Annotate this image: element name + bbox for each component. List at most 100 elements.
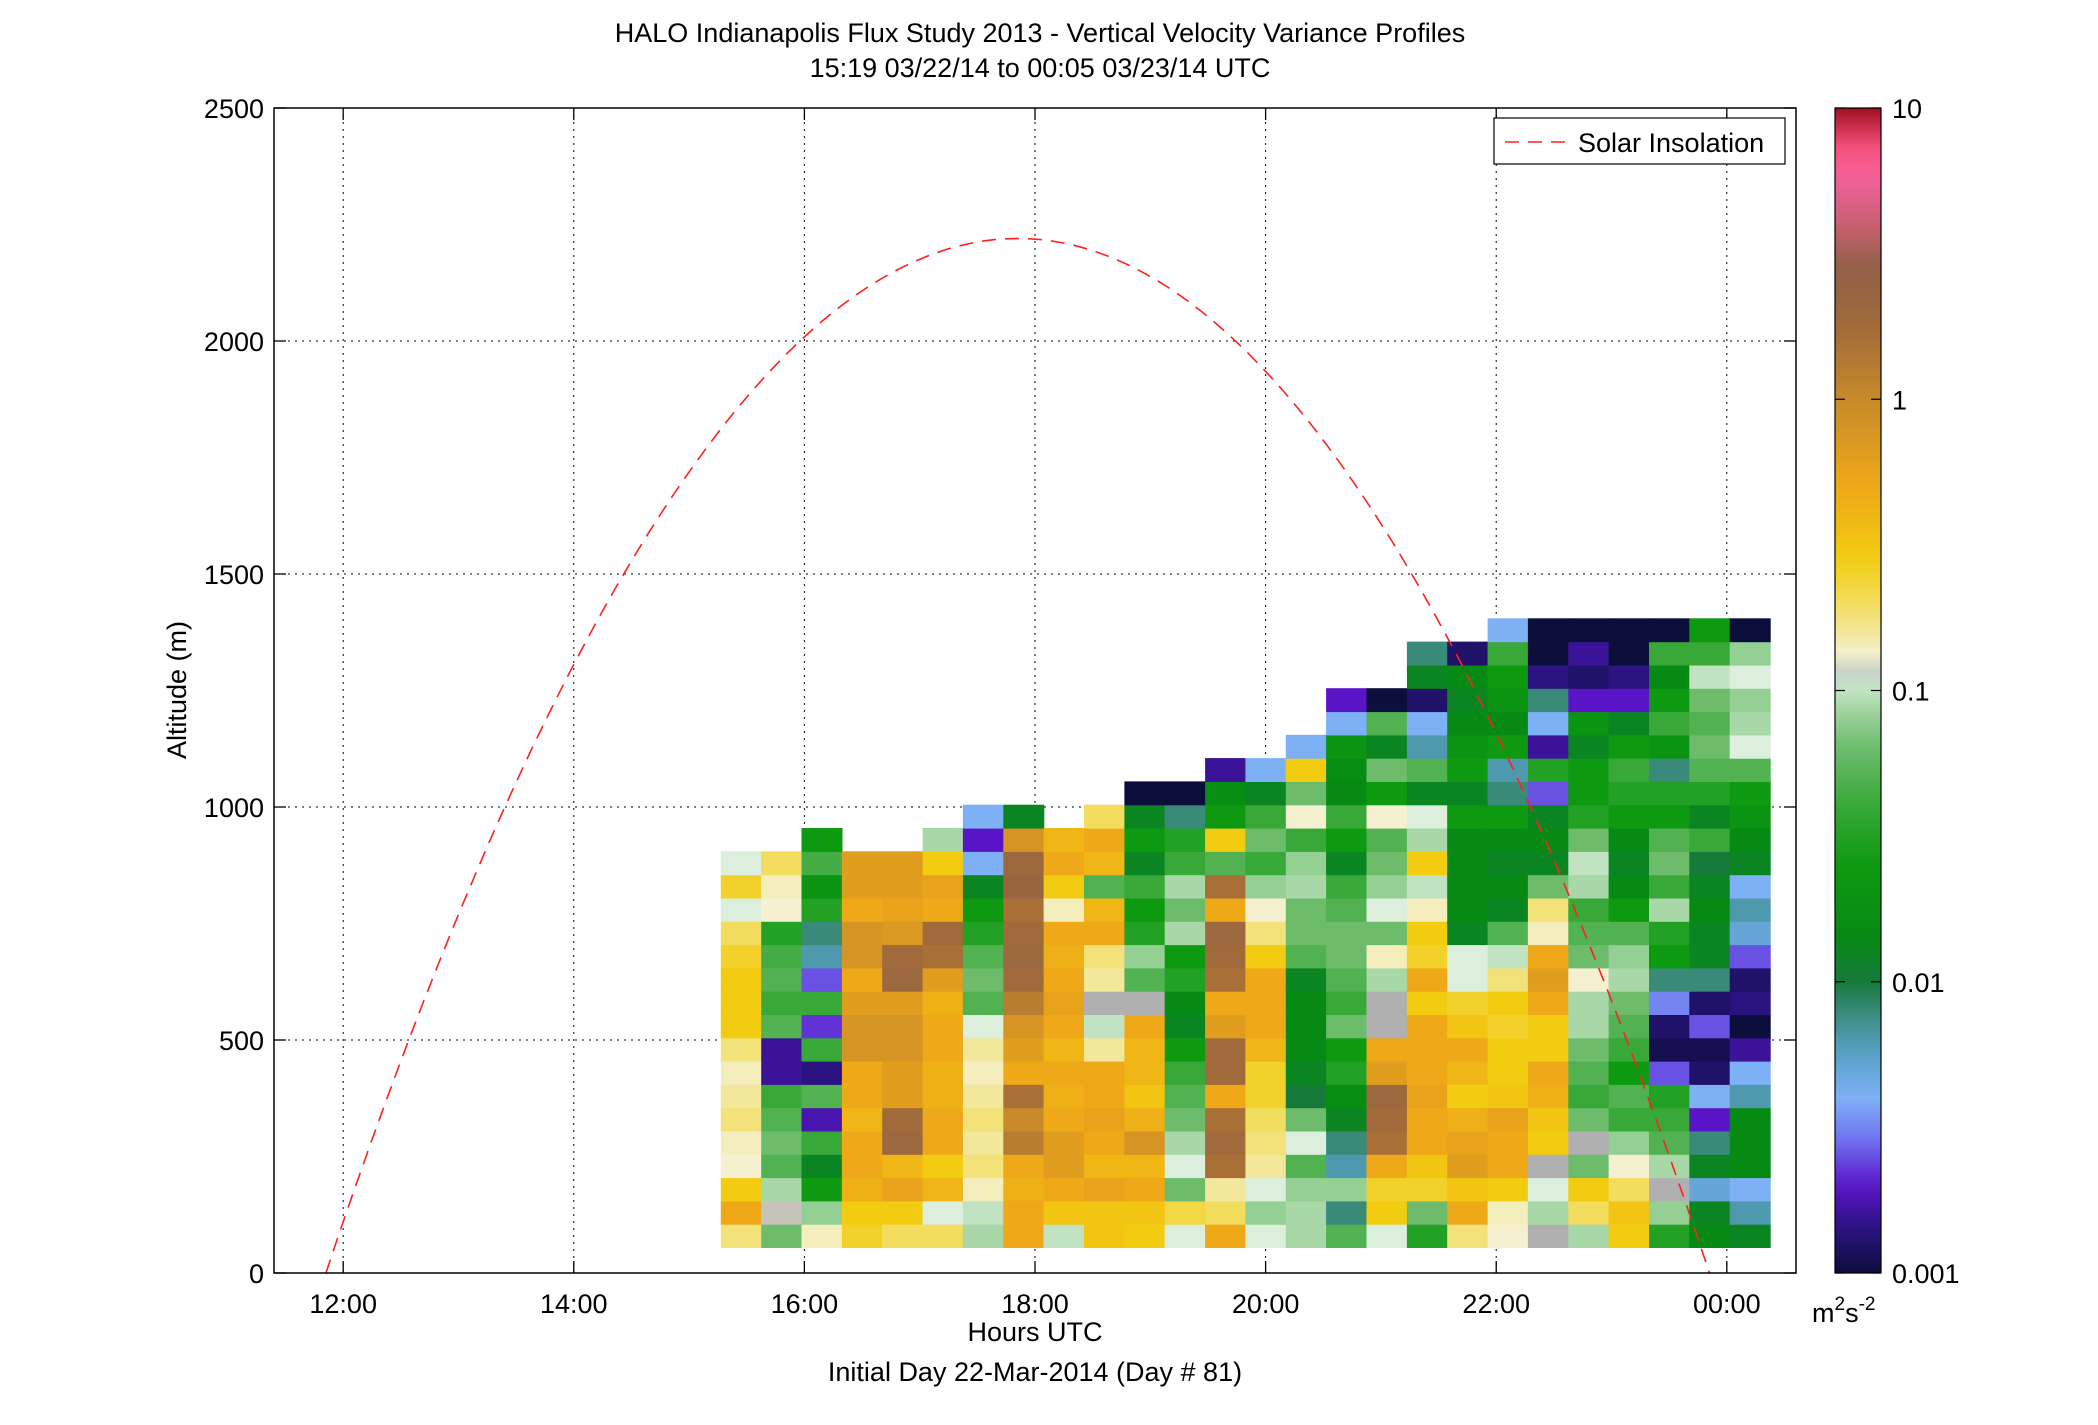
heatmap-cell xyxy=(1568,734,1610,759)
heatmap-cell xyxy=(1649,1037,1690,1062)
heatmap-cell xyxy=(1245,804,1287,829)
x-axis-label: Hours UTC xyxy=(967,1317,1102,1347)
heatmap-cell xyxy=(1326,874,1368,899)
x-tick-label: 14:00 xyxy=(540,1289,608,1319)
heatmap-cell xyxy=(1164,1224,1206,1248)
heatmap-cell xyxy=(1406,1177,1448,1202)
heatmap-cell xyxy=(1124,1084,1166,1109)
x-tick-label: 18:00 xyxy=(1001,1289,1069,1319)
heatmap-cell xyxy=(1285,1224,1327,1248)
heatmap-cell xyxy=(1366,1037,1408,1062)
x-tick-label: 22:00 xyxy=(1462,1289,1530,1319)
heatmap-cell xyxy=(1568,618,1610,643)
heatmap-cell xyxy=(1608,1200,1650,1225)
heatmap-cell xyxy=(1245,921,1287,946)
heatmap-cell xyxy=(922,874,964,899)
colorbar-tick-label: 10 xyxy=(1892,94,1922,124)
heatmap-cell xyxy=(1164,897,1206,922)
heatmap-cell xyxy=(1406,897,1448,922)
heatmap-cell xyxy=(1285,1200,1327,1225)
heatmap-cell xyxy=(1527,1037,1569,1062)
heatmap-cell xyxy=(1447,734,1489,759)
heatmap-cell xyxy=(1285,1084,1327,1109)
heatmap-cell xyxy=(1689,967,1731,992)
heatmap-cell xyxy=(1689,734,1731,759)
heatmap-cell xyxy=(1649,1107,1690,1132)
heatmap-cell xyxy=(1285,781,1327,806)
heatmap-cell xyxy=(922,828,964,852)
heatmap-cell xyxy=(1084,1084,1125,1109)
heatmap-cell xyxy=(1689,1107,1731,1132)
heatmap-cell xyxy=(1326,921,1368,946)
heatmap-cell xyxy=(1689,851,1731,876)
heatmap-cell xyxy=(1527,944,1569,969)
heatmap-cell xyxy=(1729,991,1771,1015)
heatmap-cell xyxy=(1608,688,1650,713)
heatmap-cell xyxy=(1729,804,1771,829)
heatmap-cell xyxy=(1487,804,1529,829)
heatmap-cell xyxy=(1084,1107,1125,1132)
heatmap-cell xyxy=(1649,734,1690,759)
heatmap-cell xyxy=(1084,967,1125,992)
heatmap-cell xyxy=(1406,664,1448,689)
heatmap-cell xyxy=(1164,1084,1206,1109)
heatmap-cell xyxy=(720,944,762,969)
heatmap-cell xyxy=(1326,688,1368,713)
heatmap-cell xyxy=(1689,618,1731,643)
heatmap-cell xyxy=(1568,921,1610,946)
heatmap-cell xyxy=(761,991,803,1015)
heatmap-cell xyxy=(1366,711,1408,736)
heatmap-cell xyxy=(1487,944,1529,969)
heatmap-cell xyxy=(1487,874,1529,899)
heatmap-cell xyxy=(1245,1037,1287,1062)
heatmap-cell xyxy=(1285,828,1327,852)
heatmap-cell xyxy=(1649,781,1690,806)
heatmap-cell xyxy=(1043,1224,1085,1248)
heatmap-cell xyxy=(1084,921,1125,946)
x-tick-label: 16:00 xyxy=(771,1289,839,1319)
heatmap-cell xyxy=(1043,1154,1085,1179)
chart-subtitle: 15:19 03/22/14 to 00:05 03/23/14 UTC xyxy=(810,53,1271,83)
heatmap-cell xyxy=(1285,758,1327,782)
heatmap-cell xyxy=(1608,734,1650,759)
heatmap-cell xyxy=(1366,897,1408,922)
heatmap-cell xyxy=(1003,804,1045,829)
heatmap-cell xyxy=(841,967,883,992)
heatmap-cell xyxy=(1326,1014,1368,1039)
heatmap-cell xyxy=(1527,641,1569,666)
heatmap-cell xyxy=(1406,734,1448,759)
heatmap-cell xyxy=(1729,1014,1771,1039)
heatmap-cell xyxy=(1003,944,1045,969)
heatmap-cell xyxy=(1568,1130,1610,1155)
heatmap-cell xyxy=(841,1037,883,1062)
heatmap-cell xyxy=(962,1200,1004,1225)
heatmap-cell xyxy=(1568,944,1610,969)
heatmap-cell xyxy=(1164,944,1206,969)
heatmap-cell xyxy=(1406,1200,1448,1225)
heatmap-cell xyxy=(841,851,883,876)
heatmap-cell xyxy=(1326,1037,1368,1062)
heatmap-cell xyxy=(801,991,843,1015)
heatmap-cell xyxy=(841,991,883,1015)
heatmap-cell xyxy=(1285,1037,1327,1062)
heatmap-cell xyxy=(1447,1107,1489,1132)
heatmap-cell xyxy=(1205,1200,1247,1225)
heatmap-cell xyxy=(801,897,843,922)
heatmap-cell xyxy=(1689,828,1731,852)
heatmap-cell xyxy=(1487,1037,1529,1062)
heatmap-cell xyxy=(1003,874,1045,899)
heatmap-cell xyxy=(1527,851,1569,876)
chart-title: HALO Indianapolis Flux Study 2013 - Vert… xyxy=(615,18,1465,48)
heatmap-cell xyxy=(1124,781,1166,806)
heatmap-cell xyxy=(1285,1177,1327,1202)
heatmap-cell xyxy=(1285,991,1327,1015)
heatmap-cell xyxy=(1084,1014,1125,1039)
heatmap-cell xyxy=(1326,804,1368,829)
heatmap-cell xyxy=(1689,874,1731,899)
heatmap-cell xyxy=(720,1154,762,1179)
heatmap-cell xyxy=(922,1037,964,1062)
heatmap-cell xyxy=(1245,828,1287,852)
heatmap-cell xyxy=(1003,1224,1045,1248)
heatmap-cell xyxy=(1568,1154,1610,1179)
heatmap-cell xyxy=(1487,897,1529,922)
